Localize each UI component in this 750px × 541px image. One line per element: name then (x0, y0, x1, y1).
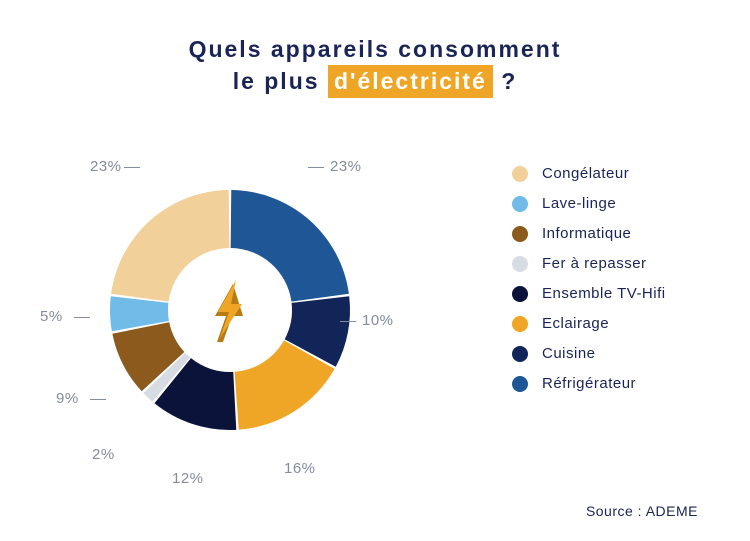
legend-swatch (512, 316, 528, 332)
legend-label: Fer à repasser (542, 255, 647, 272)
title-line1: Quels appareils consomment (189, 36, 562, 62)
legend-swatch (512, 196, 528, 212)
legend-item: Informatique (512, 225, 666, 242)
legend-swatch (512, 286, 528, 302)
legend-swatch (512, 376, 528, 392)
legend-label: Informatique (542, 225, 631, 242)
slice-label: 12% (172, 470, 204, 487)
legend: Congélateur Lave-linge Informatique Fer à r… (512, 165, 666, 405)
legend-swatch (512, 256, 528, 272)
source-name: ADEME (646, 503, 698, 519)
slice-label: 16% (284, 460, 316, 477)
slice-label: 9% (56, 390, 79, 407)
slice-label: 5% (40, 308, 63, 325)
donut-chart: 23%10%16%12%2%9%5%23% (40, 140, 420, 480)
legend-swatch (512, 226, 528, 242)
legend-label: Ensemble TV-Hifi (542, 285, 666, 302)
legend-item: Congélateur (512, 165, 666, 182)
slice-label: 10% (362, 312, 394, 329)
source-prefix: Source : (586, 503, 646, 519)
legend-item: Ensemble TV-Hifi (512, 285, 666, 302)
pie-slice (111, 190, 229, 302)
legend-label: Eclairage (542, 315, 609, 332)
slice-label: 2% (92, 446, 115, 463)
label-tick (74, 317, 90, 318)
donut-svg (40, 140, 420, 480)
slice-label: 23% (90, 158, 122, 175)
slice-label: 23% (330, 158, 362, 175)
legend-label: Cuisine (542, 345, 596, 362)
source-line: Source : ADEME (586, 503, 698, 519)
label-tick (340, 321, 356, 322)
legend-item: Lave-linge (512, 195, 666, 212)
label-tick (124, 167, 140, 168)
legend-label: Lave-linge (542, 195, 616, 212)
pie-slice (231, 190, 349, 302)
legend-label: Congélateur (542, 165, 629, 182)
lightning-icon (215, 280, 243, 342)
legend-item: Cuisine (512, 345, 666, 362)
legend-item: Eclairage (512, 315, 666, 332)
title-line2-suffix: ? (501, 68, 517, 94)
label-tick (308, 167, 324, 168)
legend-swatch (512, 166, 528, 182)
legend-item: Réfrigérateur (512, 375, 666, 392)
title-highlight: d'électricité (328, 65, 493, 98)
chart-title: Quels appareils consomment le plus d'éle… (0, 0, 750, 98)
legend-label: Réfrigérateur (542, 375, 636, 392)
label-tick (90, 399, 106, 400)
pie-slice (154, 358, 236, 430)
legend-swatch (512, 346, 528, 362)
title-line2-prefix: le plus (233, 68, 320, 94)
legend-item: Fer à repasser (512, 255, 666, 272)
